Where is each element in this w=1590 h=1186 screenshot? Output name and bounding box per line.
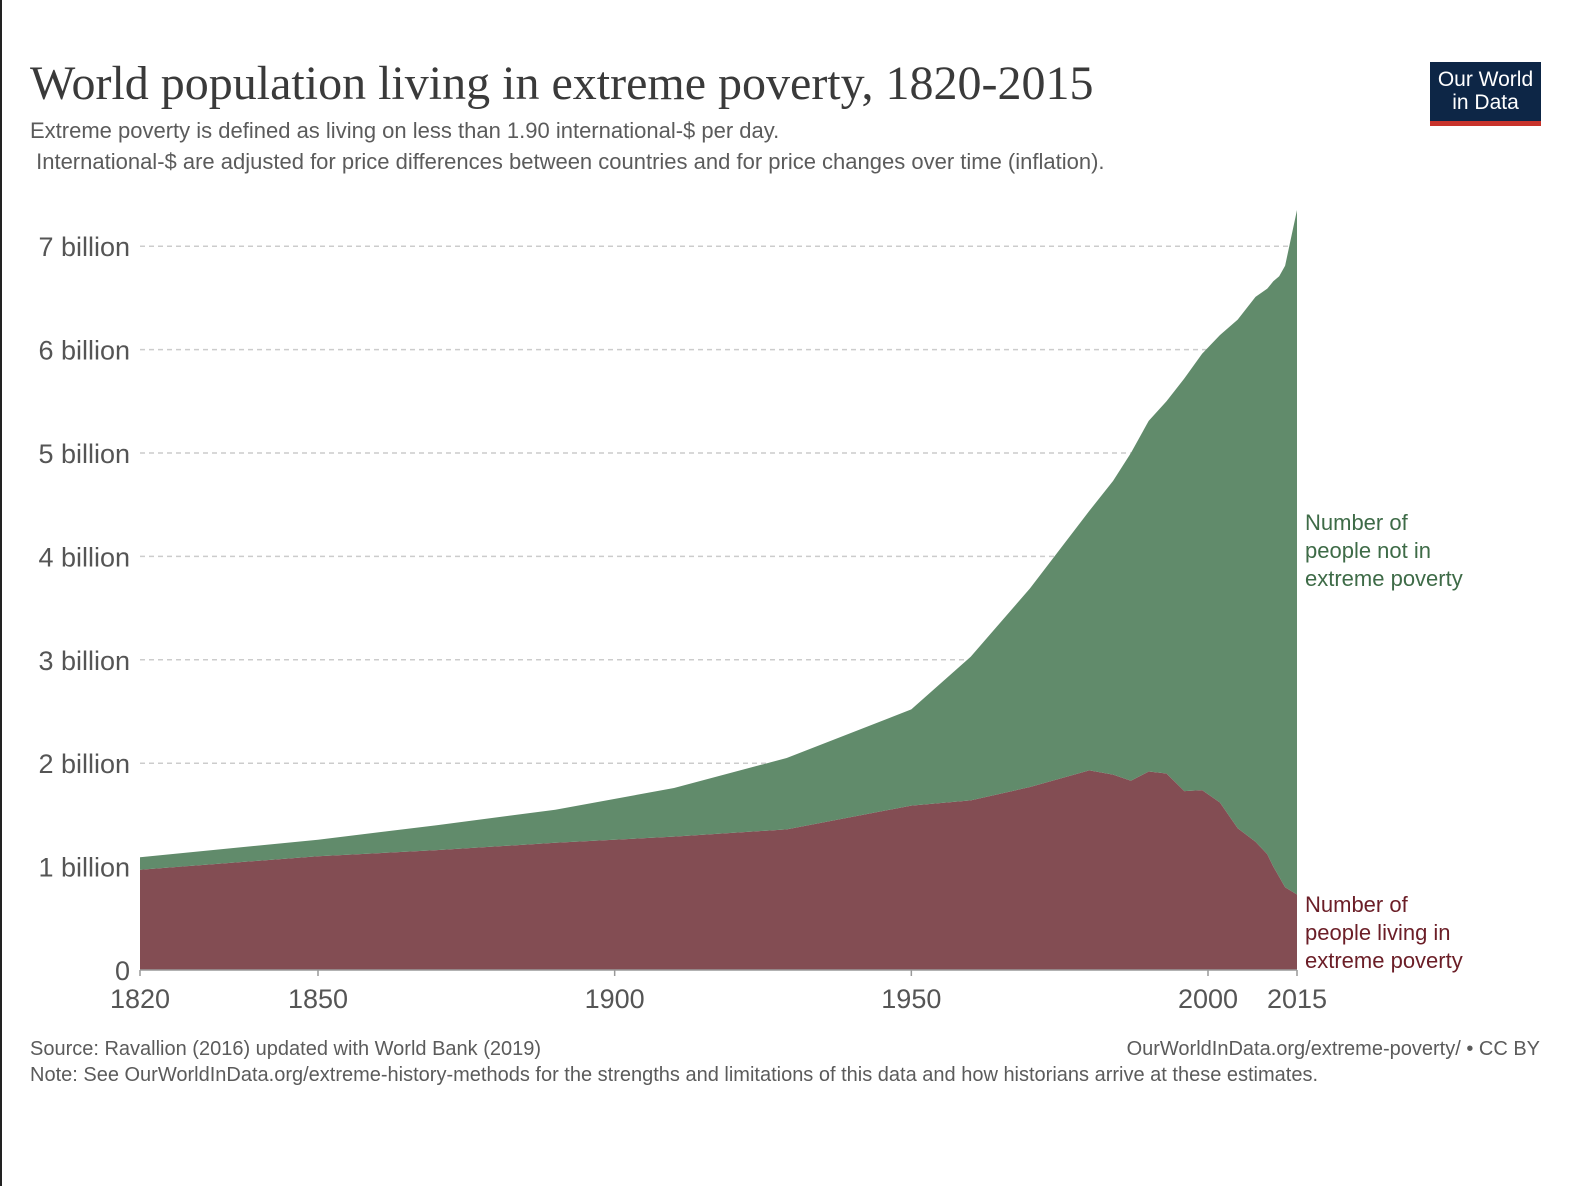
area-layer: [140, 210, 1297, 970]
y-tick-label: 4 billion: [38, 542, 130, 572]
label-extreme-poverty: extreme poverty: [1305, 948, 1463, 973]
y-tick-label: 6 billion: [38, 336, 130, 366]
left-border: [0, 0, 2, 1186]
series-labels: Number of people not in extreme poverty Num…: [1305, 510, 1463, 973]
subtitle-line-2: International-$ are adjusted for price d…: [30, 149, 1105, 174]
license-link[interactable]: OurWorldInData.org/extreme-poverty/ • CC…: [1126, 1038, 1540, 1060]
axes: 0 1 billion 2 billion 3 billion 4 billion 5 b…: [38, 232, 1327, 1014]
x-tick-label: 1900: [585, 984, 645, 1014]
chart-subtitle: Extreme poverty is defined as living on …: [30, 115, 1105, 177]
label-not-extreme-poverty: Number of: [1305, 510, 1409, 535]
x-tick-label: 2000: [1178, 984, 1238, 1014]
y-tick-label: 3 billion: [38, 646, 130, 676]
chart-title: World population living in extreme pover…: [30, 57, 1094, 110]
x-tick-label: 1820: [110, 984, 170, 1014]
our-world-in-data-logo[interactable]: Our World in Data: [1430, 62, 1541, 126]
label-not-extreme-poverty: people not in: [1305, 538, 1431, 563]
x-tick-label: 2015: [1267, 984, 1327, 1014]
label-extreme-poverty: people living in: [1305, 920, 1451, 945]
footer: Source: Ravallion (2016) updated with Wo…: [30, 1036, 1540, 1088]
source-text: Source: Ravallion (2016) updated with Wo…: [30, 1038, 542, 1060]
area-extreme-poverty: [140, 770, 1297, 970]
x-tick-label: 1950: [881, 984, 941, 1014]
y-tick-label: 5 billion: [38, 439, 130, 469]
area-not-extreme-poverty: [140, 210, 1297, 895]
subtitle-line-1: Extreme poverty is defined as living on …: [30, 118, 780, 143]
label-not-extreme-poverty: extreme poverty: [1305, 566, 1463, 591]
logo-line-2: in Data: [1452, 91, 1519, 114]
y-tick-label: 2 billion: [38, 749, 130, 779]
note-text: Note: See OurWorldInData.org/extreme-his…: [30, 1064, 1319, 1086]
logo-line-1: Our World: [1437, 68, 1534, 91]
y-tick-label: 7 billion: [38, 232, 130, 262]
label-extreme-poverty: Number of: [1305, 892, 1409, 917]
x-tick-label: 1850: [288, 984, 348, 1014]
y-tick-label: 1 billion: [38, 853, 130, 883]
y-tick-label: 0: [115, 956, 130, 986]
